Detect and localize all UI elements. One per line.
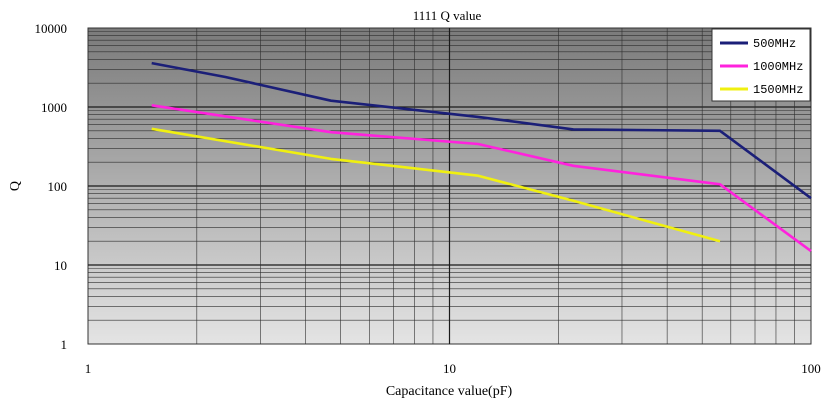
x-axis-ticks: 1 10 100 (85, 361, 821, 376)
series-line-1000MHz (151, 104, 812, 253)
x-tick-label: 10 (443, 361, 456, 376)
x-tick-label: 100 (801, 361, 821, 376)
chart-title: 1111 Q value (413, 8, 482, 23)
grid-lines (88, 28, 811, 344)
legend: 500MHz 1000MHz 1500MHz (711, 28, 811, 102)
y-axis-ticks: 1 10 100 1000 10000 (35, 21, 68, 352)
data-series (151, 61, 812, 253)
legend-label: 1500MHz (753, 83, 803, 97)
y-tick-label: 10 (54, 258, 67, 273)
y-tick-label: 10000 (35, 21, 68, 36)
legend-label: 1000MHz (753, 60, 803, 74)
y-axis-label: Q (8, 181, 23, 191)
x-axis-label: Capacitance value(pF) (386, 384, 513, 399)
x-tick-label: 1 (85, 361, 92, 376)
series-line-500MHz (151, 61, 812, 200)
y-tick-label: 100 (48, 179, 68, 194)
y-tick-label: 1000 (41, 100, 67, 115)
y-tick-label: 1 (61, 337, 68, 352)
series-line-1500MHz (151, 127, 721, 243)
legend-label: 500MHz (753, 37, 796, 51)
